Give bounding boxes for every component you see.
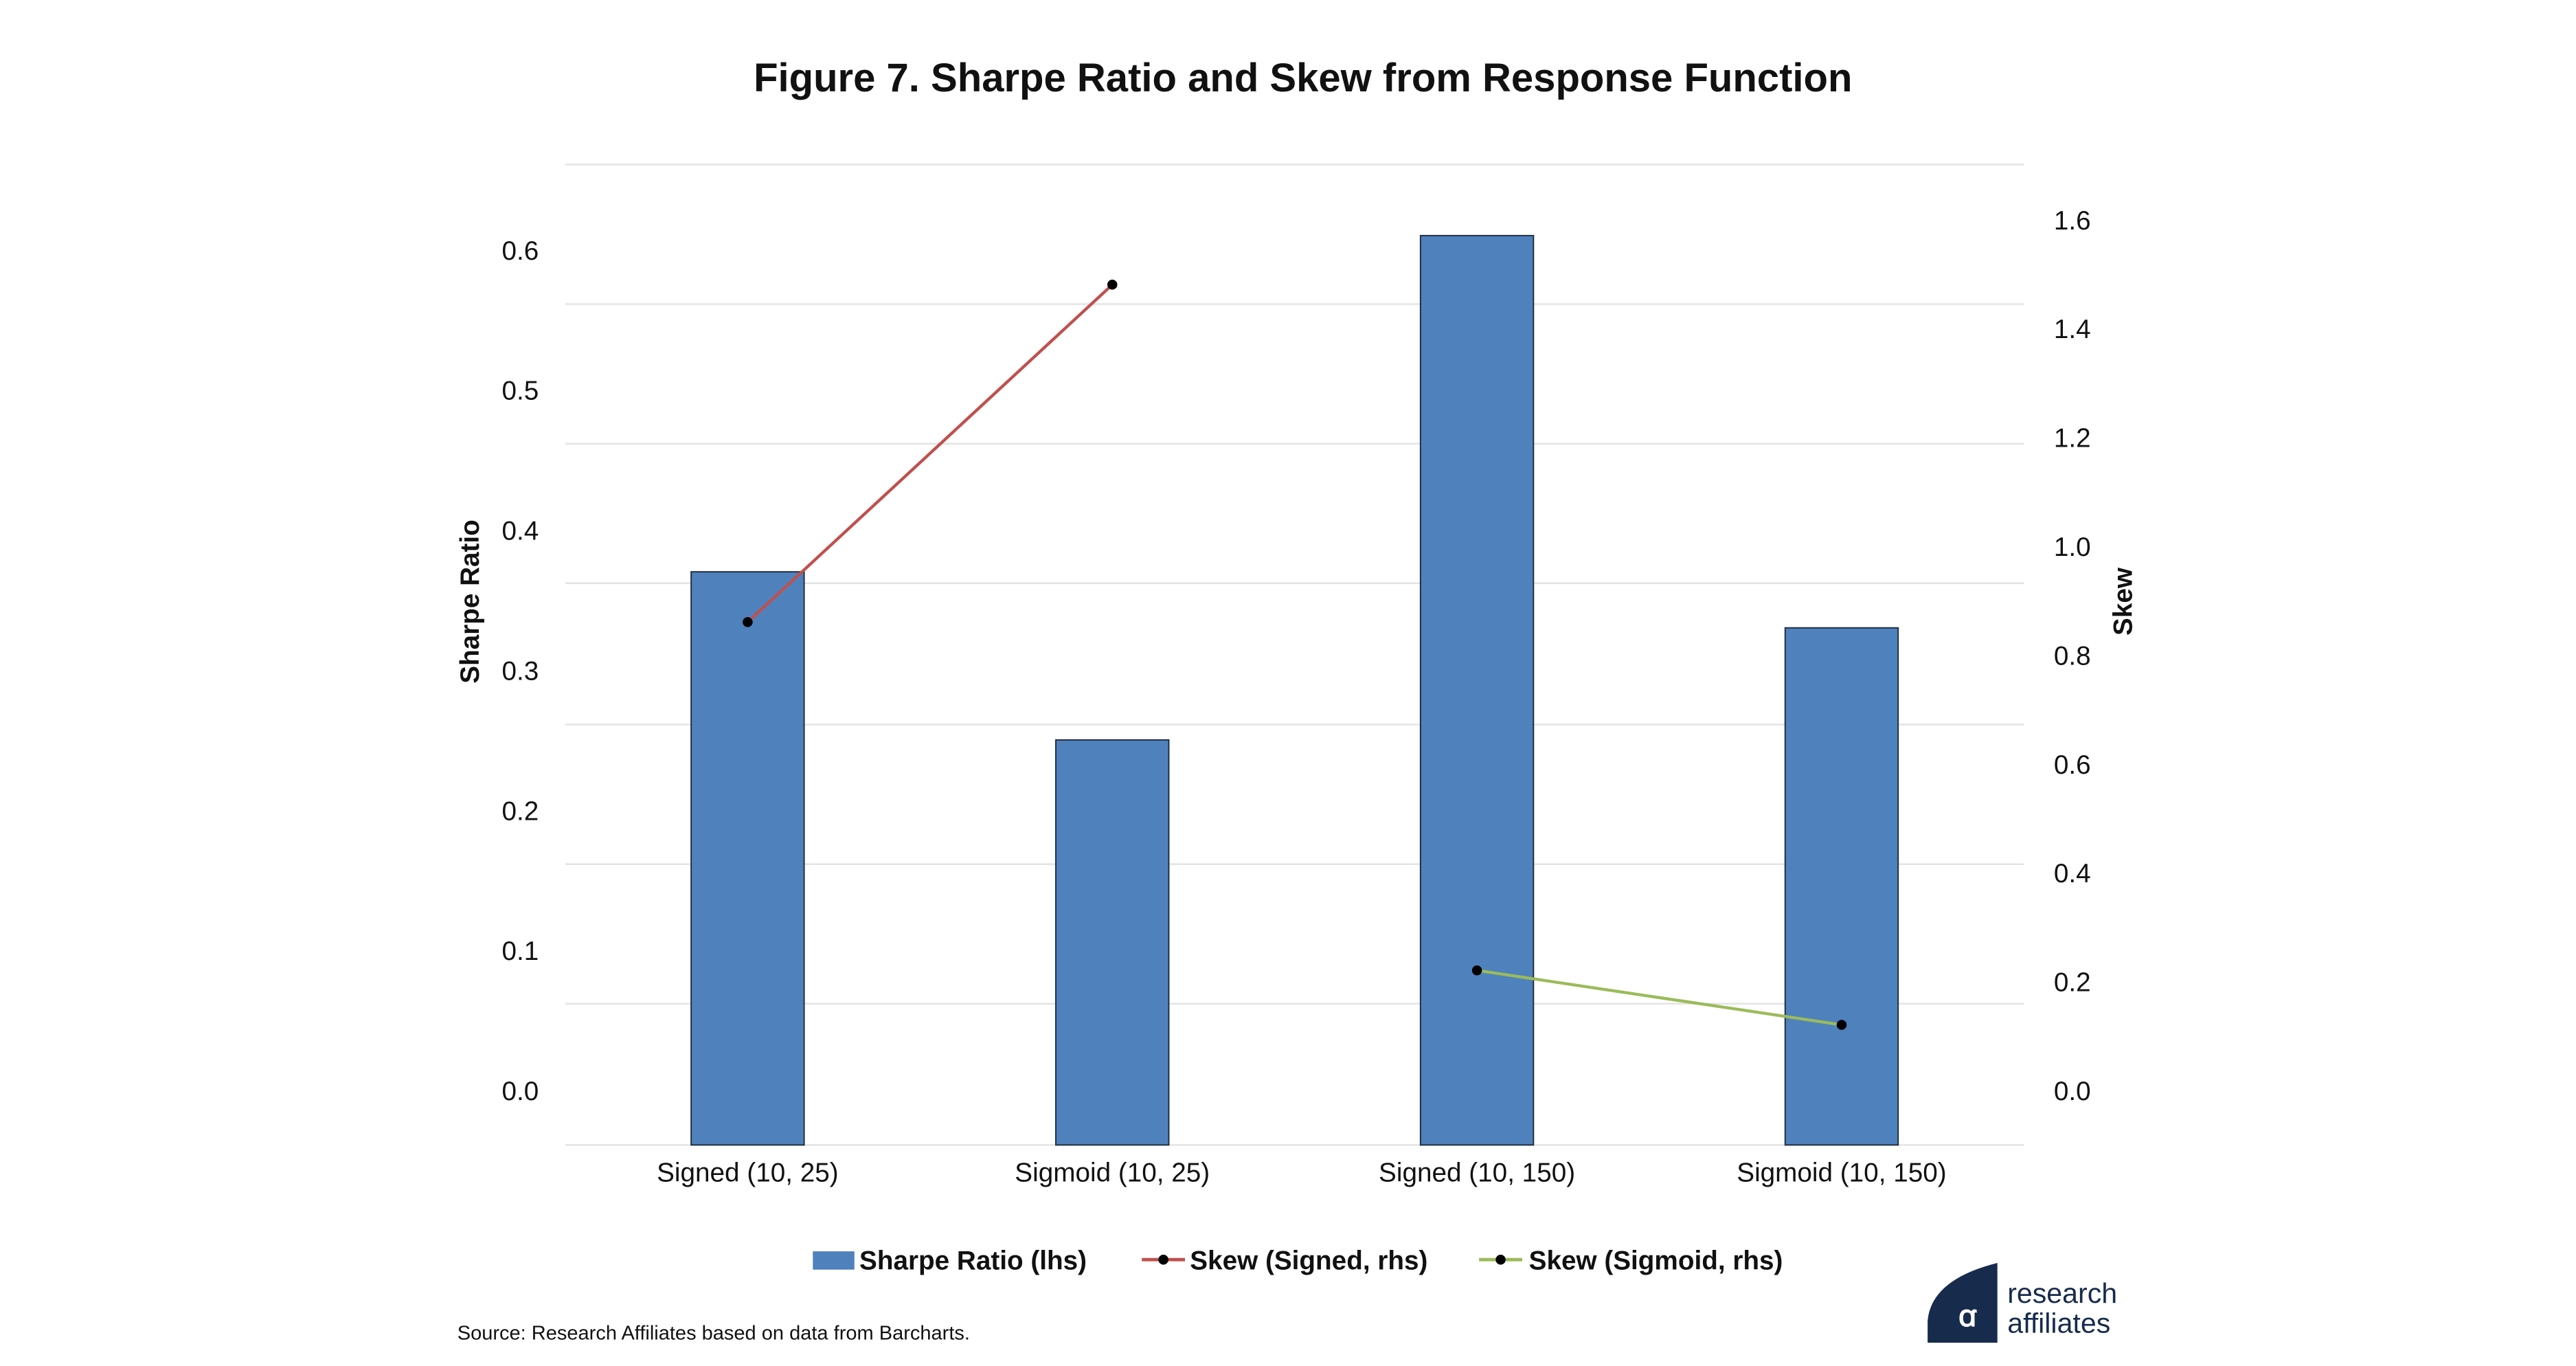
y-tick-label: 0.0 — [501, 1077, 539, 1106]
x-tick-label: Sigmoid (10, 150) — [1737, 1158, 1946, 1188]
bar — [1419, 234, 1535, 1146]
x-tick-label: Sigmoid (10, 25) — [1015, 1158, 1210, 1188]
bar — [690, 571, 805, 1146]
y2-tick-label: 0.4 — [2054, 859, 2091, 888]
y2-tick-label: 0.6 — [2054, 750, 2091, 780]
x-axis-ticks: Signed (10, 25) Sigmoid (10, 25) Signed (1… — [657, 1158, 1947, 1188]
bar — [1055, 739, 1170, 1146]
x-tick-label: Signed (10, 25) — [657, 1158, 839, 1188]
y-axis-label: Sharpe Ratio — [455, 519, 485, 684]
line-point — [743, 617, 753, 627]
y-tick-label: 0.4 — [501, 517, 539, 546]
y2-axis-label: Skew — [2109, 567, 2138, 636]
y2-tick-label: 0.2 — [2054, 968, 2091, 998]
logo-line1: research — [2007, 1277, 2117, 1309]
line-point — [1836, 1020, 1847, 1030]
legend-swatch-sharpe — [813, 1251, 855, 1270]
logo-line2: affiliates — [2007, 1308, 2110, 1339]
gridlines — [565, 164, 2024, 1146]
bars — [690, 234, 1899, 1146]
line-point — [1471, 965, 1482, 976]
legend: Sharpe Ratio (lhs) Skew (Signed, rhs) Sk… — [813, 1246, 1783, 1276]
line-point — [1107, 280, 1118, 290]
y2-tick-label: 1.0 — [2054, 533, 2091, 562]
legend-label-skew-signed: Skew (Signed, rhs) — [1190, 1246, 1427, 1276]
svg-text:ꭤ: ꭤ — [1958, 1300, 1977, 1333]
research-affiliates-logo: ꭤ research affiliates — [1928, 1263, 2117, 1343]
x-tick-label: Signed (10, 150) — [1379, 1158, 1575, 1188]
y2-tick-label: 1.2 — [2054, 424, 2091, 454]
lines — [743, 280, 1847, 1030]
source-note: Source: Research Affiliates based on dat… — [457, 1322, 970, 1344]
y2-tick-label: 1.6 — [2054, 206, 2091, 236]
chart-title: Figure 7. Sharpe Ratio and Skew from Res… — [754, 56, 1852, 100]
y2-tick-label: 1.4 — [2054, 315, 2091, 344]
right-axis-ticks: 0.0 0.2 0.4 0.6 0.8 1.0 1.2 1.4 1.6 — [2054, 206, 2091, 1106]
y-tick-label: 0.1 — [501, 937, 539, 966]
legend-label-sharpe: Sharpe Ratio (lhs) — [859, 1246, 1087, 1276]
series-line — [1476, 969, 1842, 1027]
y-tick-label: 0.6 — [501, 236, 539, 266]
legend-marker-skew-signed — [1158, 1254, 1168, 1265]
y2-tick-label: 0.8 — [2054, 641, 2091, 671]
legend-label-skew-sigmoid: Skew (Sigmoid, rhs) — [1529, 1246, 1783, 1276]
y-tick-label: 0.3 — [501, 656, 539, 686]
y-tick-label: 0.5 — [501, 377, 539, 406]
series-line — [746, 283, 1114, 623]
left-axis-ticks: 0.0 0.1 0.2 0.3 0.4 0.5 0.6 — [501, 236, 539, 1106]
legend-marker-skew-sigmoid — [1495, 1254, 1506, 1265]
y-tick-label: 0.2 — [501, 796, 539, 826]
bar — [1784, 627, 1899, 1146]
y2-tick-label: 0.0 — [2054, 1077, 2091, 1106]
